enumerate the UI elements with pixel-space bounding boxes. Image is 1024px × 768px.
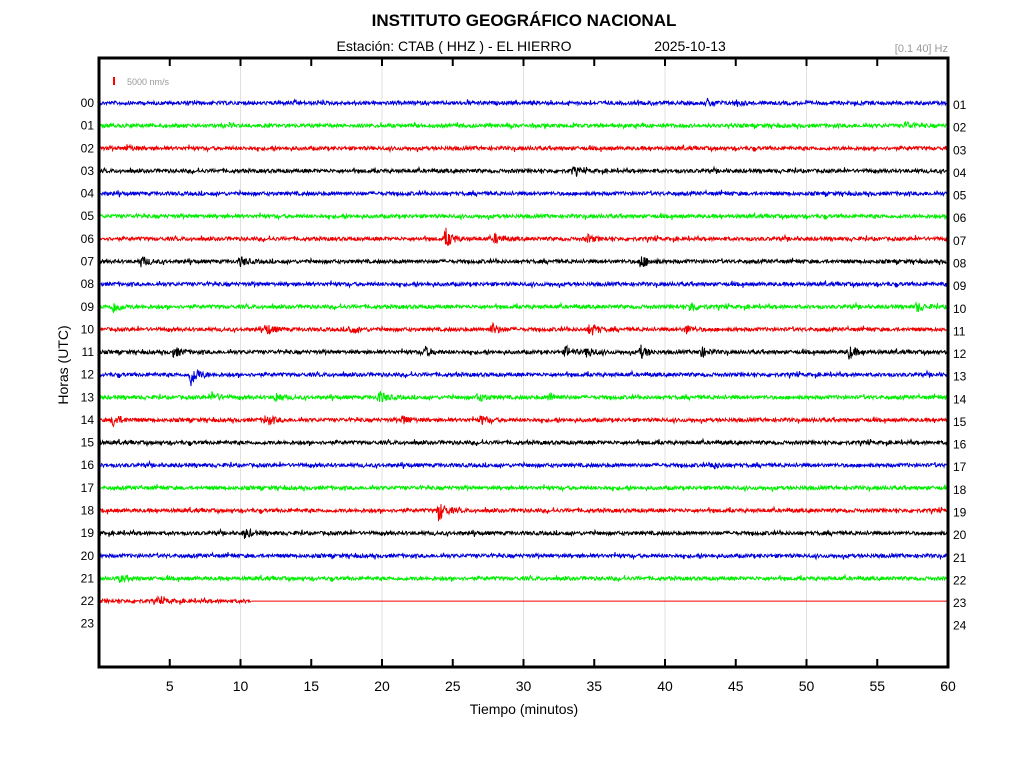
hour-label-right: 14: [953, 392, 967, 406]
hour-label-right: 17: [953, 460, 967, 474]
x-tick-label: 50: [799, 678, 815, 694]
hour-label-left: 01: [81, 119, 95, 133]
trace-hour-1: [99, 120, 949, 130]
hour-label-left: 17: [81, 481, 95, 495]
trace-hour-18: [99, 504, 949, 522]
hour-label-right: 20: [953, 528, 967, 542]
x-tick-label: 5: [166, 678, 174, 694]
x-tick-label: 30: [516, 678, 532, 694]
x-tick-label: 15: [303, 678, 319, 694]
chart-title: INSTITUTO GEOGRÁFICO NACIONAL: [372, 11, 677, 30]
hour-label-right: 04: [953, 166, 967, 180]
trace-hour-17: [99, 484, 949, 493]
trace-hour-15: [99, 437, 949, 448]
hour-label-right: 15: [953, 415, 967, 429]
x-tick-label: 45: [728, 678, 744, 694]
trace-hour-20: [99, 551, 949, 561]
hour-label-right: 05: [953, 189, 967, 203]
filter-label: [0.1 40] Hz: [895, 43, 948, 55]
hour-label-right: 06: [953, 211, 967, 225]
hour-label-right: 16: [953, 438, 967, 452]
trace-hour-10: [99, 321, 949, 336]
trace-hour-16: [99, 459, 949, 470]
hour-label-right: 03: [953, 143, 967, 157]
trace-hour-7: [99, 256, 949, 268]
hour-label-left: 21: [81, 571, 95, 585]
hour-label-right: 19: [953, 506, 967, 520]
trace-hour-19: [99, 527, 949, 539]
hour-label-right: 01: [953, 98, 967, 112]
trace-hour-4: [99, 188, 949, 198]
hour-label-left: 05: [81, 209, 95, 223]
hour-label-right: 11: [953, 324, 966, 338]
hour-label-right: 09: [953, 279, 967, 293]
trace-hour-2: [99, 143, 949, 154]
trace-hour-11: [99, 344, 949, 360]
hour-label-right: 21: [953, 551, 967, 565]
hour-label-left: 19: [81, 526, 95, 540]
hour-label-left: 15: [81, 436, 95, 450]
trace-hour-14: [99, 414, 949, 428]
trace-hour-12: [99, 369, 949, 387]
scale-legend: 5000 nm/s: [127, 77, 170, 87]
hour-label-right: 22: [953, 573, 967, 587]
hour-label-left: 07: [81, 254, 95, 268]
hour-label-left: 03: [81, 164, 95, 178]
hour-label-left: 16: [81, 458, 95, 472]
hour-label-right: 23: [953, 596, 967, 610]
hour-label-right: 10: [953, 302, 967, 316]
hour-label-left: 13: [81, 390, 95, 404]
hour-label-right: 24: [953, 619, 967, 633]
trace-hour-3: [99, 165, 949, 177]
hour-label-left: 02: [81, 141, 95, 155]
hour-label-left: 09: [81, 300, 95, 314]
station-label: Estación: CTAB ( HHZ ) - EL HIERRO: [337, 38, 572, 54]
hour-label-left: 23: [81, 617, 95, 631]
trace-hour-13: [99, 391, 949, 403]
hour-label-left: 00: [81, 96, 95, 110]
x-tick-label: 10: [233, 678, 249, 694]
scale-bar: [113, 77, 115, 85]
trace-hour-21: [99, 573, 949, 584]
x-tick-label: 60: [940, 678, 956, 694]
x-tick-label: 25: [445, 678, 461, 694]
hour-label-left: 14: [81, 413, 95, 427]
x-tick-label: 20: [374, 678, 390, 694]
hour-label-right: 02: [953, 121, 967, 135]
trace-hour-6: [99, 227, 949, 247]
hour-label-left: 08: [81, 277, 95, 291]
trace-hour-9: [99, 300, 949, 313]
hour-label-right: 07: [953, 234, 967, 248]
x-tick-label: 40: [657, 678, 673, 694]
hour-label-left: 11: [82, 345, 95, 359]
trace-hour-22: [99, 595, 252, 605]
trace-hour-0: [99, 97, 949, 108]
date-label: 2025-10-13: [654, 38, 726, 54]
hour-label-left: 10: [81, 322, 95, 336]
hour-label-left: 04: [81, 187, 95, 201]
hour-label-left: 06: [81, 232, 95, 246]
hour-label-right: 08: [953, 256, 967, 270]
trace-hour-5: [99, 212, 949, 221]
x-axis-label: Tiempo (minutos): [470, 701, 578, 717]
trace-hour-8: [99, 280, 949, 289]
hour-label-right: 13: [953, 370, 967, 384]
y-axis-label: Horas (UTC): [55, 325, 71, 404]
hour-label-left: 20: [81, 549, 95, 563]
hour-label-right: 18: [953, 483, 967, 497]
x-tick-label: 55: [869, 678, 885, 694]
hour-label-left: 18: [81, 504, 95, 518]
hour-label-left: 22: [81, 594, 95, 608]
hour-label-left: 12: [81, 368, 95, 382]
hour-label-right: 12: [953, 347, 967, 361]
x-tick-label: 35: [586, 678, 602, 694]
